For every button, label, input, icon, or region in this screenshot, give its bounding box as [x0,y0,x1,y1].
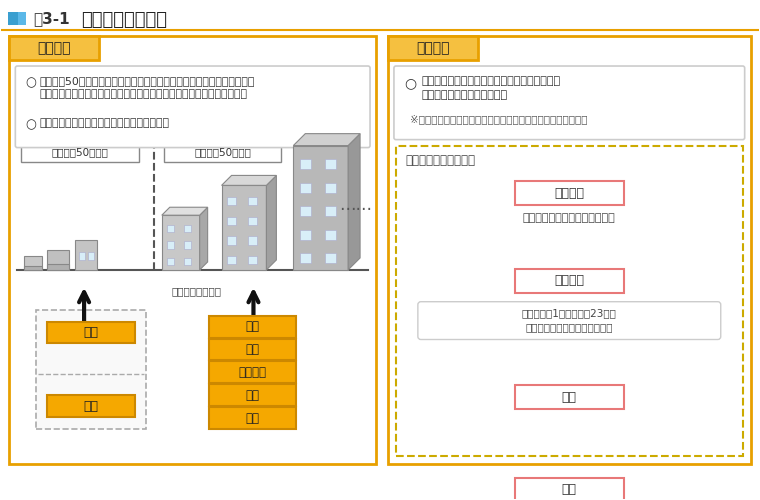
Text: 調査対象: 調査対象 [37,41,71,55]
Text: （役職段階の例）: （役職段階の例） [172,286,222,296]
Bar [515,478,624,500]
Bar [9,36,376,464]
Bar [209,407,296,429]
Bar [248,216,257,225]
Bar [17,68,368,146]
Bar [24,256,43,270]
Text: 民間給与との比較: 民間給与との比較 [81,12,167,30]
FancyBboxPatch shape [394,66,745,140]
Text: （地域手当1級地（東京23区）
〜７級地、地域手当非支給地）: （地域手当1級地（東京23区） 〜７級地、地域手当非支給地） [522,308,617,332]
Text: 課長: 課長 [245,343,259,356]
Bar [515,182,624,205]
Bar [325,160,336,170]
Bar [47,322,135,344]
Text: ○: ○ [404,76,416,90]
FancyBboxPatch shape [418,302,720,340]
Bar [184,258,192,265]
Bar [166,242,174,248]
Bar [300,206,312,216]
Bar [293,146,348,270]
Text: 民間給与との比較は、主な給与決定要素を同じ
くする者同士で比較する必要: 民間給与との比較は、主な給与決定要素を同じ くする者同士で比較する必要 [422,76,561,100]
Bar [227,197,236,205]
Text: 図3-1: 図3-1 [33,12,70,26]
Bar [75,240,97,270]
Bar [248,197,257,205]
Bar [325,230,336,239]
Text: ※　国家公務員の人員数のウエイトを用いたラスパイレス比較: ※ 国家公務員の人員数のウエイトを用いたラスパイレス比較 [410,114,587,124]
Bar [164,142,281,163]
Text: ……: …… [340,196,372,214]
Text: 係長: 係長 [245,388,259,402]
Text: ＜主な給与決定要素＞: ＜主な給与決定要素＞ [406,154,476,166]
Text: 比較方法: 比較方法 [416,41,450,55]
Text: 役職段階: 役職段階 [554,187,584,200]
Bar [8,12,18,26]
Polygon shape [293,134,360,145]
Bar [24,266,43,270]
Bar [166,258,174,265]
Bar [209,384,296,406]
Bar [300,253,312,263]
Bar [248,236,257,244]
Bar [47,395,135,417]
FancyBboxPatch shape [15,66,370,148]
Bar [325,206,336,216]
Bar [300,160,312,170]
Bar [388,36,751,464]
Bar [79,252,85,260]
Text: 企業規模50人未満: 企業規模50人未満 [52,148,109,158]
Bar [222,186,267,270]
Text: 部長: 部長 [245,320,259,333]
Bar [184,242,192,248]
Text: 課長: 課長 [84,326,99,339]
Text: ○: ○ [25,76,36,89]
Bar [9,36,99,60]
Bar [209,338,296,360]
Bar [325,183,336,193]
Bar [388,36,477,60]
Text: （部長、課長、係長、係員等）: （部長、課長、係長、係員等） [523,213,616,223]
Text: 勤務地域: 勤務地域 [554,274,584,287]
Text: ○: ○ [25,118,36,130]
Text: 係員: 係員 [245,412,259,424]
Text: 年齢: 年齢 [562,483,577,496]
Polygon shape [9,14,24,26]
Bar [88,252,94,260]
Text: 係員: 係員 [84,400,99,412]
Bar [227,216,236,225]
Bar [184,225,192,232]
Bar [36,310,146,429]
Polygon shape [348,134,360,270]
Bar [47,250,69,270]
Bar [248,256,257,264]
Bar [209,316,296,338]
Bar [166,225,174,232]
Text: 企業規模50人以上の多くの民間企業においては、公務と同様、課長・係
長等の役職段階があることから、同種・同等の者同士による比較が可能: 企業規模50人以上の多くの民間企業においては、公務と同様、課長・係 長等の役職段… [40,76,255,99]
Bar [47,264,69,270]
Bar [300,230,312,239]
Bar [8,12,27,26]
Bar [209,362,296,384]
Bar [515,269,624,293]
Text: 企業規模50人以上: 企業規模50人以上 [194,148,251,158]
Text: 課長代理: 課長代理 [239,366,267,379]
Polygon shape [200,207,207,270]
Bar [227,236,236,244]
Bar [515,385,624,409]
Bar [227,256,236,264]
Bar [396,146,743,456]
Polygon shape [162,207,207,215]
Bar [300,183,312,193]
Bar [21,142,139,163]
Polygon shape [222,176,277,186]
Polygon shape [267,176,277,270]
Bar [162,215,200,270]
Text: 現行の調査対象であれば、精緻な調査が可能: 現行の調査対象であれば、精緻な調査が可能 [40,118,169,128]
Bar [325,253,336,263]
Text: 学歴: 学歴 [562,390,577,404]
